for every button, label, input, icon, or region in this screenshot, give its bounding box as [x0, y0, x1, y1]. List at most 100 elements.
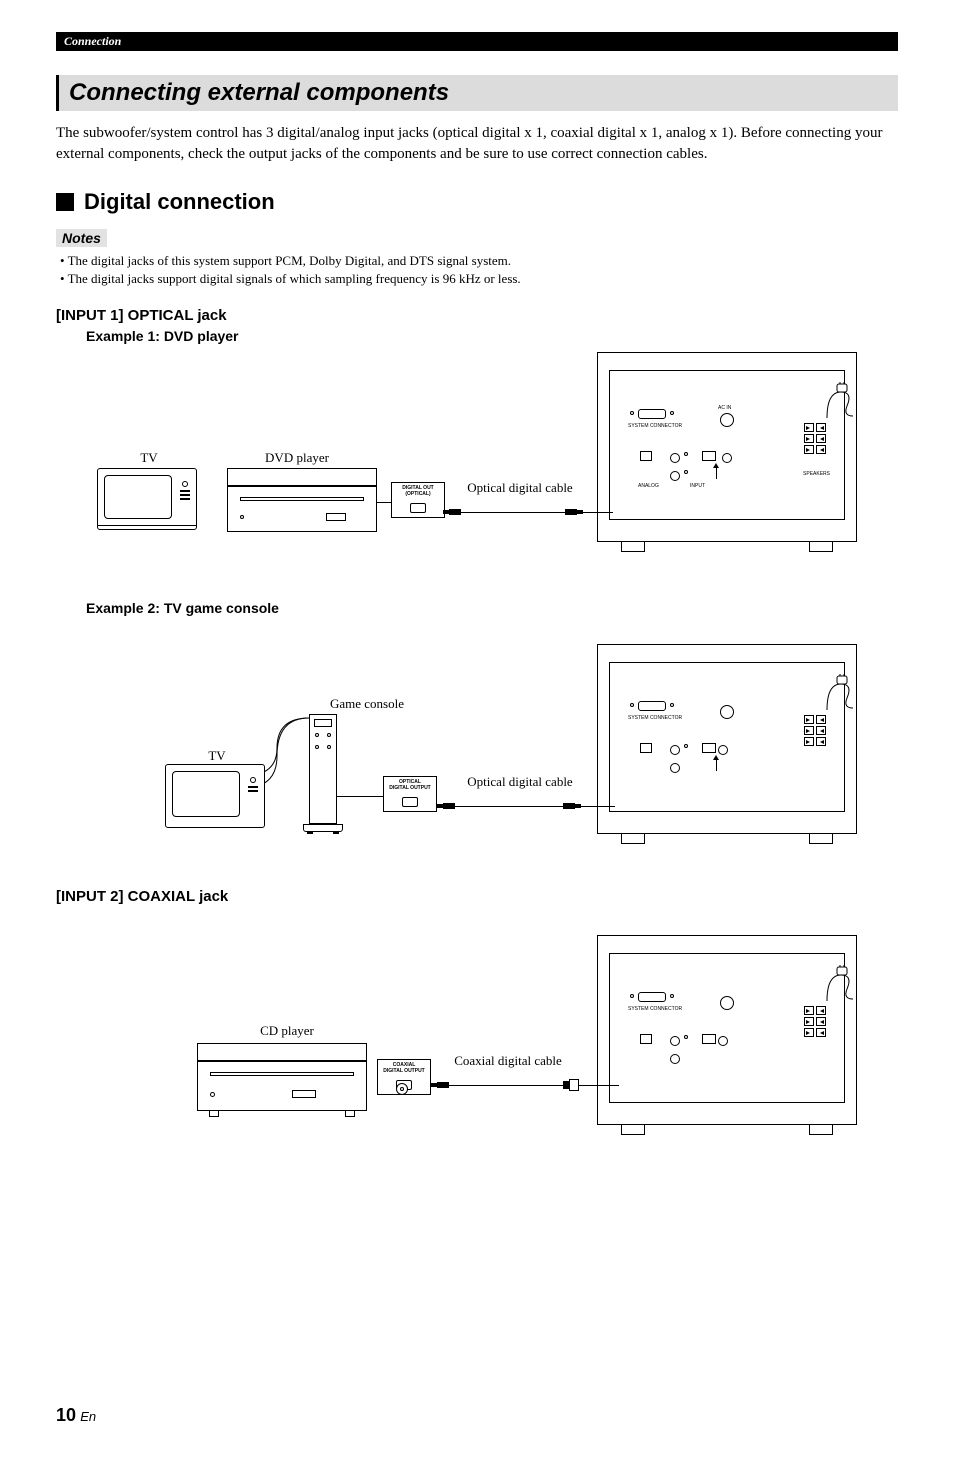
- h2-text: Digital connection: [84, 189, 275, 215]
- dvd-player-icon: [227, 468, 377, 486]
- cable-plug-right: [565, 509, 577, 515]
- diagram-cd: CD player COAXIAL DIGITAL OUTPUT Coaxial…: [87, 935, 867, 1145]
- ac-inlet-icon: [720, 413, 734, 427]
- dvd-player-base: [227, 486, 377, 532]
- cable-label: Coaxial digital cable: [453, 1053, 563, 1069]
- analog-in-port-r: [670, 471, 680, 481]
- screw-icon: [630, 411, 634, 415]
- pointer-arrow-icon: [713, 463, 719, 468]
- ac-inlet-icon: [720, 705, 734, 719]
- sw-foot: [621, 542, 645, 552]
- connector-line: [377, 502, 391, 503]
- cd-player-icon: [197, 1043, 367, 1061]
- analog-in-port: [722, 453, 732, 463]
- cd-player-label: CD player: [247, 1023, 327, 1039]
- optical-in-port: [640, 1034, 652, 1044]
- pointer-line: [716, 467, 717, 479]
- tv-label: TV: [197, 748, 237, 764]
- diagram-game: Game console TV OPTICAL DIGITAL OUTPUT O…: [87, 624, 867, 860]
- sys-conn-label: SYSTEM CONNECTOR: [628, 1006, 682, 1012]
- cd-foot: [209, 1111, 219, 1117]
- sw-foot: [621, 1125, 645, 1135]
- digital-out-box: DIGITAL OUT (OPTICAL): [391, 482, 445, 518]
- coax-in-port: [670, 453, 680, 463]
- input-label: INPUT: [690, 483, 705, 489]
- speaker-terminals: [804, 715, 830, 748]
- pcm-port: [702, 451, 716, 461]
- notes-block: Notes The digital jacks of this system s…: [56, 229, 898, 287]
- digital-connection-heading: Digital connection: [56, 189, 898, 215]
- sys-conn-label: SYSTEM CONNECTOR: [628, 423, 682, 429]
- dvd-label: DVD player: [257, 450, 337, 466]
- pointer-line: [716, 759, 717, 771]
- connector-line: [337, 796, 383, 797]
- cable-to-sw-line: [577, 512, 613, 513]
- sw-foot: [809, 834, 833, 844]
- cable-to-sw-line: [579, 1085, 619, 1086]
- dot-icon: [684, 452, 688, 456]
- subwoofer-rear: SYSTEM CONNECTOR: [597, 935, 857, 1125]
- system-connector-port: [638, 701, 666, 711]
- coax-in-port: [670, 1036, 680, 1046]
- note-item: The digital jacks support digital signal…: [60, 271, 898, 287]
- screw-icon: [670, 411, 674, 415]
- analog-label: ANALOG: [638, 483, 659, 489]
- coax-jack-icon: [396, 1083, 408, 1095]
- cable-label: Optical digital cable: [465, 774, 575, 790]
- example1-title: Example 1: DVD player: [86, 328, 898, 344]
- page-title: Connecting external components: [56, 75, 898, 111]
- ac-inlet-icon: [720, 996, 734, 1010]
- cable-plug-left: [449, 509, 461, 515]
- analog-in-port: [718, 745, 728, 755]
- section-header-band: Connection: [56, 32, 898, 51]
- speaker-terminals: [804, 1006, 830, 1039]
- cable-to-sw-line: [575, 806, 615, 807]
- pointer-arrow-icon: [713, 755, 719, 760]
- page-lang: En: [80, 1409, 96, 1424]
- screw-icon: [670, 703, 674, 707]
- dot-icon: [684, 470, 688, 474]
- square-bullet-icon: [56, 193, 74, 211]
- sw-foot: [809, 542, 833, 552]
- optical-in-port: [640, 743, 652, 753]
- cable-plug-right: [563, 803, 575, 809]
- tv-label: TV: [129, 450, 169, 466]
- speakers-label: SPEAKERS: [803, 471, 830, 477]
- coax-cable-line: [437, 1085, 575, 1086]
- screw-icon: [670, 994, 674, 998]
- subwoofer-rear: SYSTEM CONNECTOR AC IN AN: [597, 352, 857, 542]
- coax-in-port: [670, 745, 680, 755]
- diagram-dvd: TV DVD player DIGITAL OUT (OPTICAL) Opti…: [87, 352, 867, 572]
- example2-title: Example 2: TV game console: [86, 600, 898, 616]
- optical-cable-line: [449, 512, 577, 513]
- notes-label: Notes: [56, 229, 107, 247]
- system-connector-port: [638, 992, 666, 1002]
- input2-heading: [INPUT 2] COAXIAL jack: [56, 888, 898, 905]
- screw-icon: [630, 994, 634, 998]
- coax-plug-icon: [569, 1079, 579, 1091]
- page-number: 10 En: [56, 1405, 898, 1426]
- analog-in-port-r: [670, 763, 680, 773]
- game-console-label: Game console: [317, 696, 417, 712]
- tv-icon: [165, 764, 265, 828]
- optical-in-port: [640, 451, 652, 461]
- analog-in-port-r: [670, 1054, 680, 1064]
- cable-label: Optical digital cable: [465, 480, 575, 496]
- optical-cable-line: [443, 806, 575, 807]
- pcm-port: [702, 1034, 716, 1044]
- analog-in-port: [718, 1036, 728, 1046]
- console-base-icon: [303, 824, 343, 832]
- note-item: The digital jacks of this system support…: [60, 253, 898, 269]
- power-cord-icon: [825, 674, 859, 714]
- cable-plug-left: [443, 803, 455, 809]
- subwoofer-rear: SYSTEM CONNECTOR: [597, 644, 857, 834]
- sw-foot: [621, 834, 645, 844]
- speaker-terminals: [804, 423, 830, 456]
- intro-paragraph: The subwoofer/system control has 3 digit…: [56, 123, 898, 165]
- cd-foot: [345, 1111, 355, 1117]
- cable-plug-left: [437, 1082, 449, 1088]
- outbox-line2: (OPTICAL): [405, 491, 430, 497]
- outbox-line2: DIGITAL OUTPUT: [389, 785, 430, 791]
- dot-icon: [684, 744, 688, 748]
- page-number-value: 10: [56, 1405, 76, 1425]
